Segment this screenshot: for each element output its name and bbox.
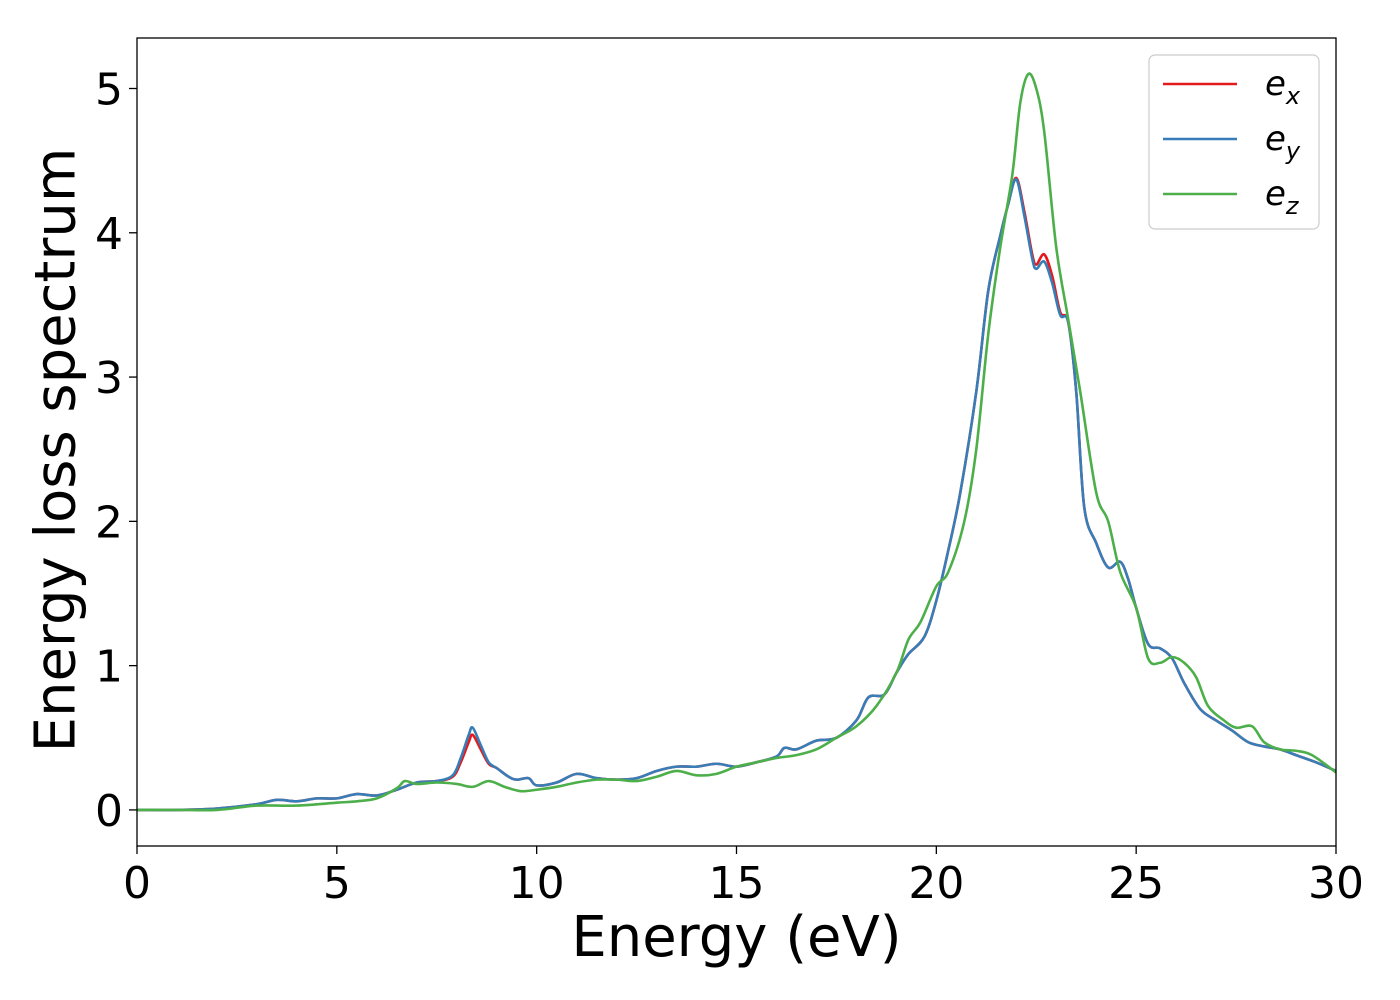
legend-label-z: ez <box>1265 174 1300 220</box>
y-tick-label: 4 <box>95 209 123 260</box>
x-axis-ticks: 0 5 10 15 20 25 30 <box>123 846 1364 909</box>
y-axis-ticks: 0 1 2 3 4 5 <box>95 65 137 837</box>
legend-label-y: ey <box>1265 119 1301 165</box>
y-tick-label: 1 <box>95 642 123 693</box>
x-axis-title: Energy (eV) <box>571 905 901 970</box>
x-tick-label: 20 <box>908 858 964 909</box>
legend-label-x: ex <box>1265 64 1301 110</box>
legend-label-sub: z <box>1285 192 1300 220</box>
y-tick-label: 5 <box>95 65 123 116</box>
legend-box <box>1148 54 1320 230</box>
series-line-y <box>136 178 1337 812</box>
x-tick-label: 30 <box>1308 858 1364 909</box>
y-tick-label: 3 <box>95 353 123 404</box>
y-tick-label: 0 <box>95 786 123 837</box>
x-tick-label: 0 <box>123 858 151 909</box>
legend-label-sub: x <box>1285 82 1301 110</box>
legend-label-sub: y <box>1285 137 1301 165</box>
series-line-z <box>136 72 1337 812</box>
x-tick-label: 5 <box>323 858 351 909</box>
legend-label-base: e <box>1265 174 1286 214</box>
y-tick-label: 2 <box>95 497 123 548</box>
legend-label-base: e <box>1265 119 1286 159</box>
x-tick-label: 25 <box>1108 858 1164 909</box>
series-layer <box>136 72 1337 812</box>
legend-label-base: e <box>1265 64 1286 104</box>
x-tick-label: 10 <box>509 858 565 909</box>
y-axis-title: Energy loss spectrum <box>24 148 89 753</box>
x-tick-label: 15 <box>709 858 765 909</box>
